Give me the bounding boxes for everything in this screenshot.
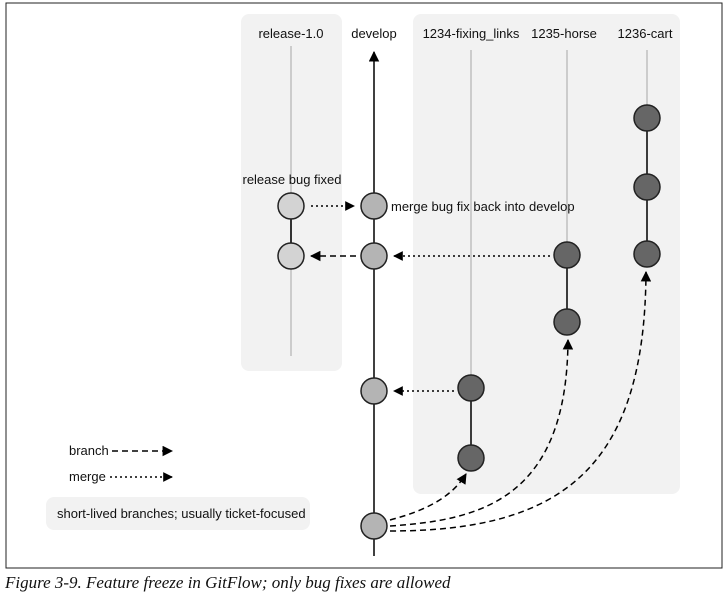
annotation-release-bug-fixed: release bug fixed xyxy=(242,172,341,187)
branch-label-fixing-links: 1234-fixing_links xyxy=(423,26,520,41)
develop-commit-base xyxy=(360,512,388,540)
commit-nodes xyxy=(277,104,661,540)
branch-label-cart: 1236-cart xyxy=(618,26,673,41)
legend-short-lived-box xyxy=(46,497,310,530)
branch-label-release: release-1.0 xyxy=(258,26,323,41)
branch-arrow-develop-to-cart xyxy=(389,270,652,532)
figure-caption: Figure 3-9. Feature freeze in GitFlow; o… xyxy=(5,573,451,592)
feature-panel xyxy=(413,14,680,494)
cart-commit-middle xyxy=(633,173,661,201)
develop-commit-merge-bugfix xyxy=(360,192,388,220)
horse-commit-bottom xyxy=(553,308,581,336)
release-commit-bugfix xyxy=(277,192,305,220)
branch-label-develop: develop xyxy=(351,26,397,41)
develop-commit-merge-fixing-links xyxy=(360,377,388,405)
fixing-links-commit-top xyxy=(457,374,485,402)
cart-commit-bottom xyxy=(633,240,661,268)
legend-short-lived-text: short-lived branches; usually ticket-foc… xyxy=(57,506,306,521)
annotation-merge-back: merge bug fix back into develop xyxy=(391,199,575,214)
horse-commit-top xyxy=(553,241,581,269)
branch-label-horse: 1235-horse xyxy=(531,26,597,41)
develop-commit-merge-horse xyxy=(360,242,388,270)
release-commit-start xyxy=(277,242,305,270)
branch-arrow-develop-to-fixing-links xyxy=(389,473,467,521)
cart-commit-top xyxy=(633,104,661,132)
fixing-links-commit-bottom xyxy=(457,444,485,472)
legend-merge-label: merge xyxy=(69,469,106,484)
legend-branch-label: branch xyxy=(69,443,109,458)
branch-arrow-develop-to-horse xyxy=(389,338,574,527)
